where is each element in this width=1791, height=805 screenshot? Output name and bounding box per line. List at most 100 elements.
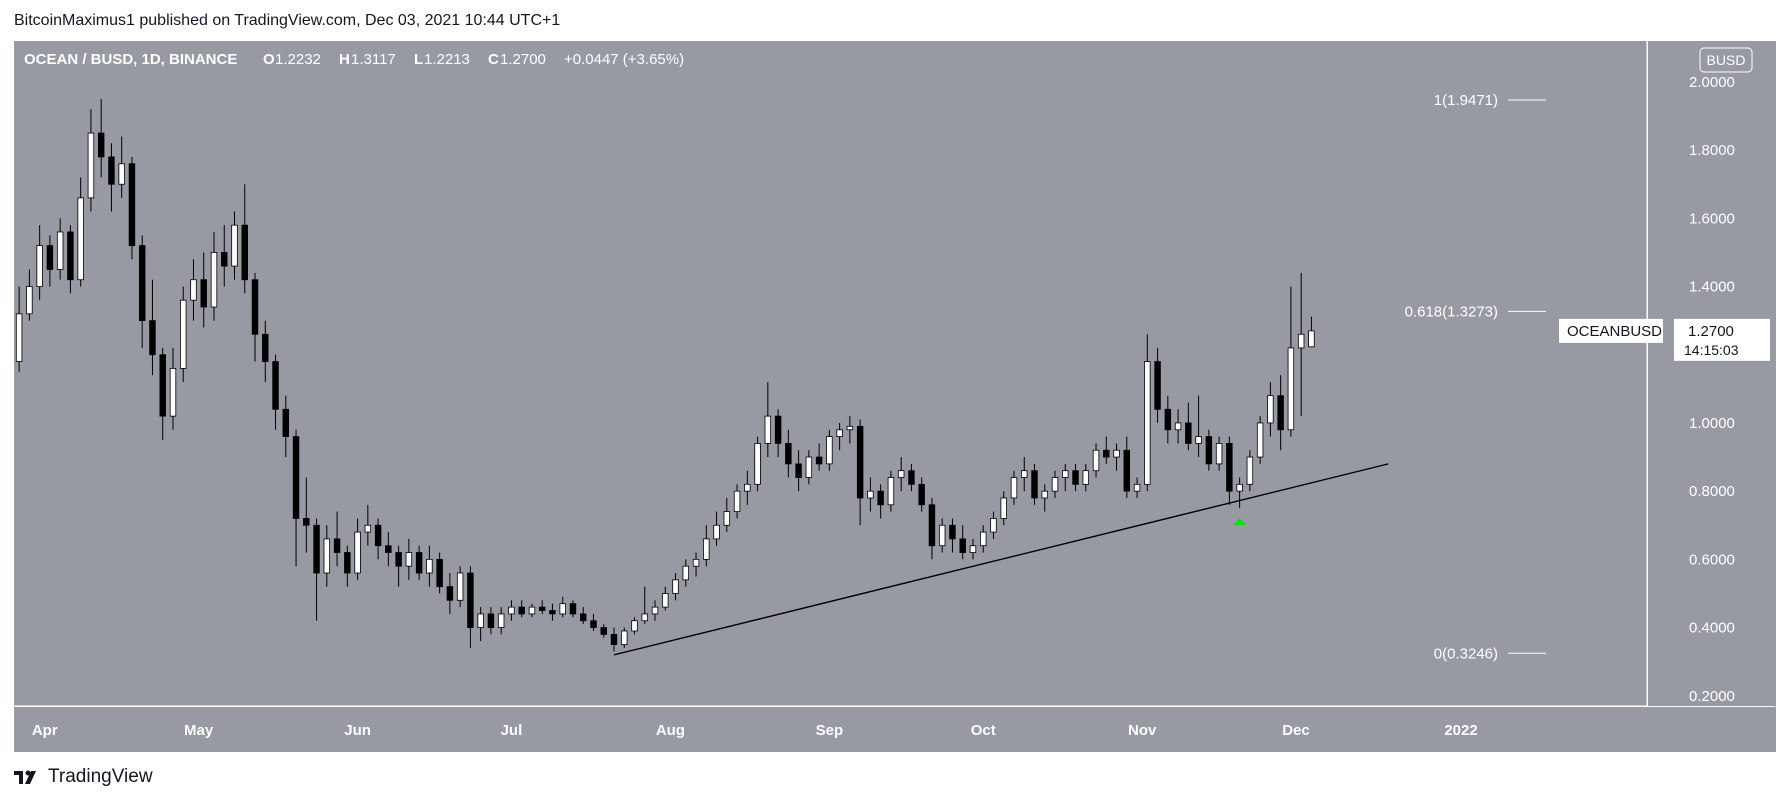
candle xyxy=(251,272,259,362)
candle-body xyxy=(426,558,433,574)
candle-body xyxy=(580,613,587,622)
candle-body xyxy=(77,197,84,281)
candle-body xyxy=(815,456,823,465)
candle xyxy=(374,518,382,560)
fib-label: 0(0.3246) xyxy=(1434,645,1498,662)
candle-body xyxy=(36,245,43,287)
candle-body xyxy=(190,279,197,301)
price-label-value: 1.2700 xyxy=(1688,323,1734,340)
candle-body xyxy=(836,429,843,437)
ohlc-low: 1.2213 xyxy=(424,51,470,68)
candle xyxy=(241,184,248,294)
candle-body xyxy=(1205,436,1213,465)
candle xyxy=(354,518,361,580)
x-axis-panel[interactable] xyxy=(14,707,1776,752)
candle xyxy=(210,231,218,321)
candle-body xyxy=(641,613,648,622)
candle xyxy=(969,538,977,560)
candle-body xyxy=(262,333,269,362)
candle xyxy=(1072,463,1079,492)
symbol-title: OCEAN / BUSD, 1D, BINANCE xyxy=(24,51,237,68)
candle xyxy=(108,143,115,212)
candle-body xyxy=(344,552,351,574)
plot-area[interactable] xyxy=(14,41,1647,706)
candle-body xyxy=(764,415,772,444)
candle xyxy=(97,98,105,178)
currency-badge[interactable]: BUSD xyxy=(1699,47,1753,73)
candle-body xyxy=(456,572,464,601)
candle-body xyxy=(1236,483,1243,492)
candle xyxy=(1277,375,1284,451)
candle-body xyxy=(323,538,331,574)
candle xyxy=(26,269,33,321)
x-tick-label: Aug xyxy=(656,722,685,739)
candle xyxy=(467,566,474,649)
price-label[interactable]: OCEANBUSD 1.2700 14:15:03 xyxy=(1559,318,1770,361)
candle-body xyxy=(467,572,474,628)
candle xyxy=(795,450,802,492)
candle-body xyxy=(1103,449,1110,458)
candle-body xyxy=(56,231,64,270)
y-tick-label: 1.0000 xyxy=(1689,415,1735,432)
candle-body xyxy=(569,603,577,615)
candle xyxy=(682,559,690,587)
support-trendline[interactable] xyxy=(613,463,1389,656)
candle-body xyxy=(1144,361,1151,485)
candle-body xyxy=(508,606,515,615)
candle-body xyxy=(128,163,136,247)
candle xyxy=(282,395,290,458)
candle-body xyxy=(15,313,23,362)
candle xyxy=(538,600,546,614)
svg-text:C: C xyxy=(488,51,499,68)
y-axis-panel[interactable] xyxy=(1648,41,1776,706)
candle-body xyxy=(949,524,956,540)
candle xyxy=(364,504,372,546)
candle-body xyxy=(231,224,238,267)
candle-body xyxy=(651,606,659,615)
candle xyxy=(303,477,310,553)
candle-body xyxy=(303,518,310,526)
candle xyxy=(641,586,648,625)
candle-body xyxy=(221,252,228,267)
candle xyxy=(190,259,197,321)
candle xyxy=(159,347,166,440)
candle-body xyxy=(1021,470,1028,478)
candle xyxy=(580,607,587,625)
tradingview-logo[interactable]: TradingView xyxy=(14,766,153,788)
y-tick-label: 0.8000 xyxy=(1689,483,1735,500)
candle-body xyxy=(795,463,802,478)
candle-body xyxy=(979,531,987,547)
candle xyxy=(1000,491,1007,526)
candle xyxy=(221,225,228,287)
candles xyxy=(15,98,1315,652)
candle xyxy=(518,600,525,618)
candle xyxy=(456,566,464,608)
candle-body xyxy=(313,524,320,574)
svg-text:O: O xyxy=(263,51,275,68)
candle-body xyxy=(67,231,74,281)
candle-body xyxy=(1246,456,1254,485)
candle xyxy=(344,545,351,587)
candle xyxy=(231,211,238,280)
y-tick-label: 0.2000 xyxy=(1689,688,1735,705)
currency-badge-label: BUSD xyxy=(1707,52,1746,68)
candle-body xyxy=(446,586,454,601)
price-chart[interactable]: OCEAN / BUSD, 1D, BINANCE O 1.2232 H 1.3… xyxy=(14,41,1776,752)
candle xyxy=(785,429,792,478)
candle xyxy=(1215,436,1223,471)
candle xyxy=(180,286,187,383)
y-tick-label: 0.6000 xyxy=(1689,551,1735,568)
candle xyxy=(590,613,597,631)
candle-body xyxy=(959,538,966,553)
candle-body xyxy=(200,279,207,308)
candle-body xyxy=(785,443,792,465)
publisher-line: BitcoinMaximus1 published on TradingView… xyxy=(14,12,561,29)
candle xyxy=(877,484,884,519)
candle-body xyxy=(990,518,997,533)
candle-body xyxy=(1051,477,1059,492)
candle xyxy=(415,545,423,580)
candle xyxy=(1062,463,1069,492)
candle-body xyxy=(395,552,402,567)
x-tick-label: Jun xyxy=(344,722,371,739)
candle xyxy=(128,156,136,260)
